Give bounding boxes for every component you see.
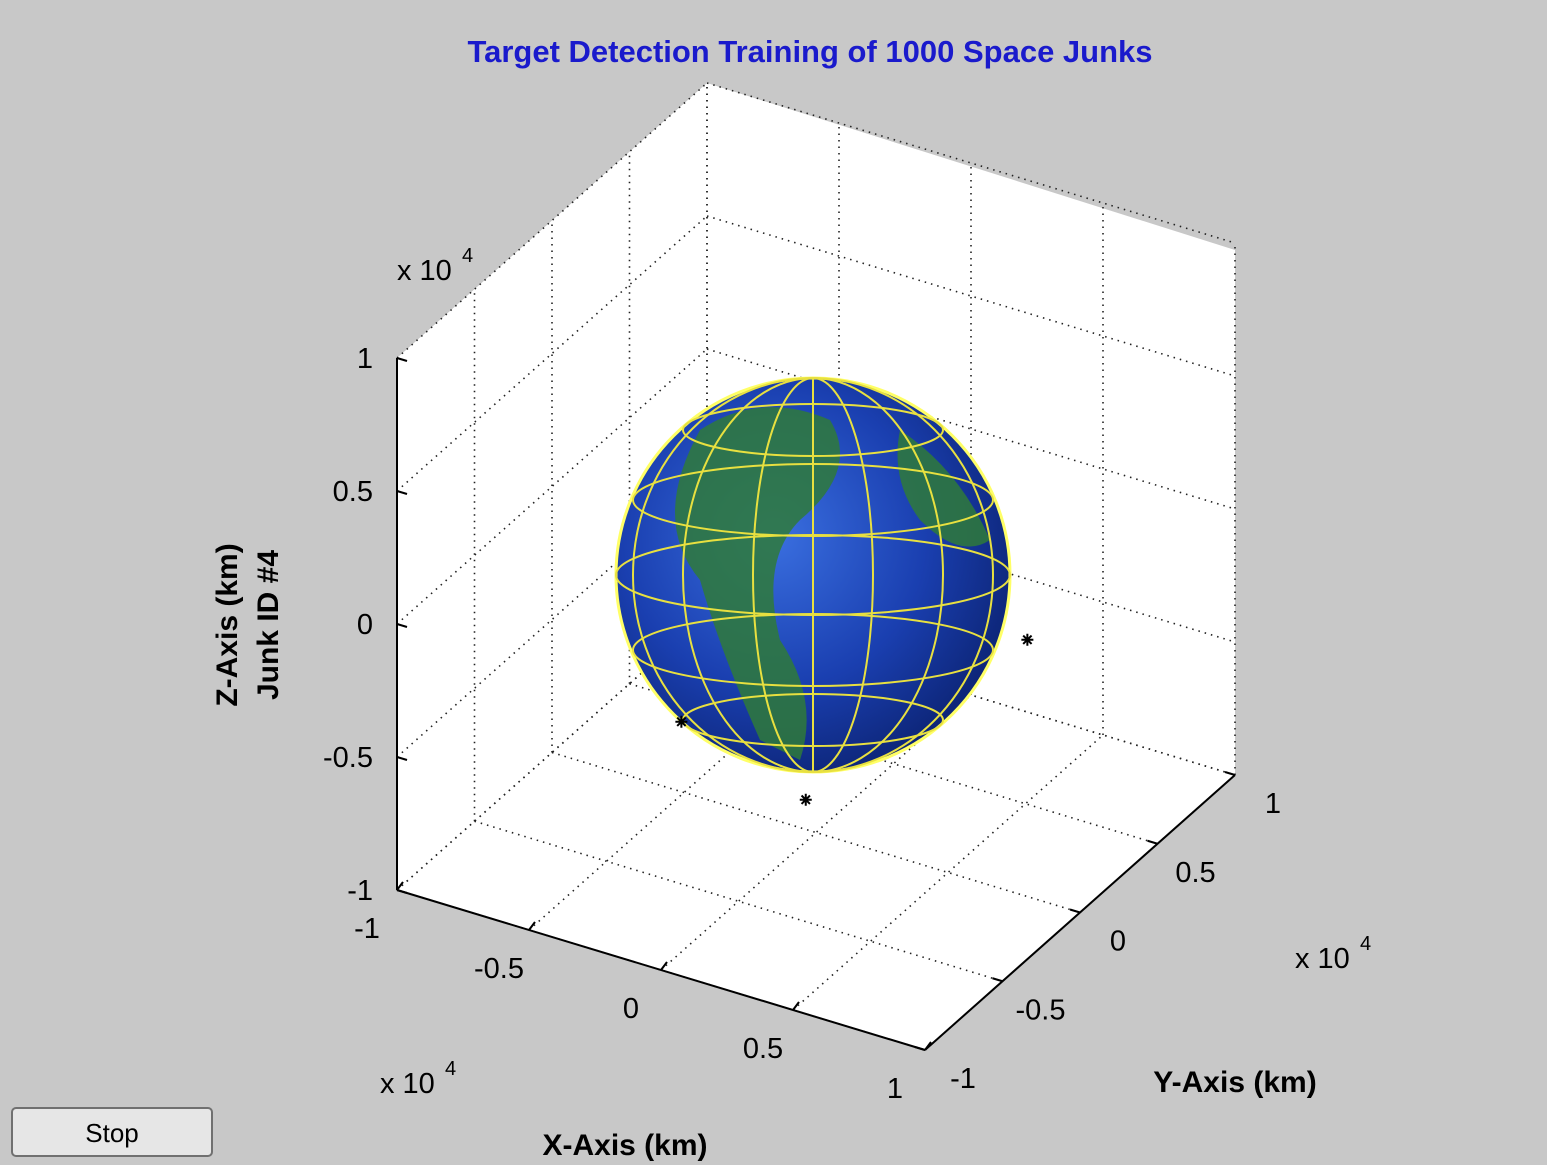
z-tick [396,623,408,628]
multiplier-exponent: 4 [1360,933,1371,955]
chart-title: Target Detection Training of 1000 Space … [467,34,1152,69]
y-tick [1224,771,1236,776]
junk-marker [799,793,812,806]
y-tick [914,1046,926,1051]
grid-line [792,734,1104,1011]
globe [614,376,1012,774]
z-tick [396,490,408,495]
x-tick-label: -0.5 [474,953,524,985]
y-tick [1069,908,1081,914]
z-axis-label: Z-Axis (km) [211,543,244,706]
grid-line [706,215,1236,377]
x-tick [792,1001,800,1011]
x-tick-label: 1 [887,1073,903,1105]
x-tick-label: 0 [623,993,639,1025]
y-tick-label: 0 [1110,926,1126,958]
multiplier-exponent: 4 [462,245,473,267]
x-tick-label: 0.5 [743,1033,783,1065]
x-multiplier: x 10 4 [380,1058,456,1100]
x-tick-label: -1 [354,913,380,945]
multiplier-base: x 10 [1295,943,1350,975]
z-tick-label: 1 [357,343,373,375]
y-tick-label: 1 [1265,788,1281,820]
z-multiplier: x 10 4 [397,245,473,287]
z-tick [396,756,408,761]
x-tick [396,881,404,891]
grid-line [396,82,708,359]
y-tick-label: -0.5 [1016,994,1066,1026]
stop-button[interactable]: Stop [11,1107,213,1157]
y-axis-label: Y-Axis (km) [1153,1066,1316,1099]
grid-line [474,820,1003,983]
y-tick-label: -1 [950,1063,976,1095]
y-tick [992,977,1003,983]
grid-line [396,215,708,492]
z-tick [396,357,408,362]
x-tick [660,961,668,971]
grid-line [396,348,708,625]
z-tick-label: -0.5 [323,742,373,774]
multiplier-base: x 10 [380,1068,435,1100]
multiplier-base: x 10 [397,255,452,287]
junk-marker [1021,633,1034,646]
x-axis-label: X-Axis (km) [542,1129,707,1162]
z-axis-label: Junk ID #4 [252,550,285,700]
x-tick [528,921,536,931]
button-label[interactable]: Stop [85,1118,139,1148]
multiplier-exponent: 4 [445,1058,456,1080]
button-frame[interactable] [11,1107,213,1157]
plot: -1 -0.5 0 0.5 1 -1 -0.5 0 0.5 1 -1 -0.5 0 0.5 1 [323,343,1281,1105]
z-tick-label: -1 [347,875,373,907]
z-tick-label: 0.5 [333,476,373,508]
y-tick-label: 0.5 [1175,857,1215,889]
x-tick [924,1041,932,1051]
z-tick-label: 0 [357,609,373,641]
junk-marker [675,715,688,728]
grid-line [706,82,1236,244]
y-multiplier: x 10 4 [1295,933,1371,975]
z-tick [396,889,408,894]
grid-line [706,348,1236,510]
grid-line [551,751,1081,914]
y-tick [1147,839,1158,845]
